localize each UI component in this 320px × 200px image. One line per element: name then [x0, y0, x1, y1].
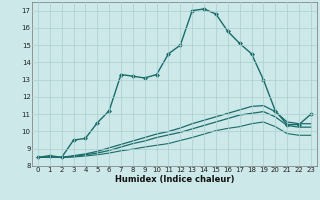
X-axis label: Humidex (Indice chaleur): Humidex (Indice chaleur): [115, 175, 234, 184]
